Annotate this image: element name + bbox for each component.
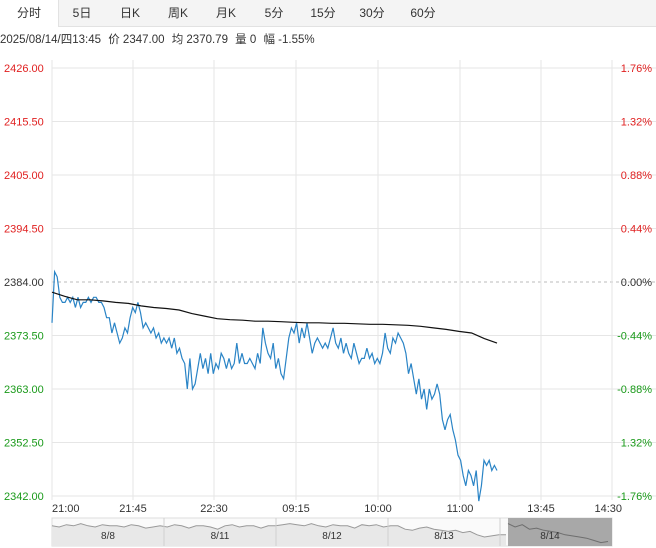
price-line — [51, 269, 498, 502]
navigator-day-label: 8/13 — [434, 531, 454, 542]
x-tick-label: 13:45 — [527, 503, 555, 515]
navigator-day-label: 8/11 — [211, 531, 230, 542]
x-tick-label: 11:00 — [447, 503, 474, 515]
pct-tick-label: -1.76% — [617, 491, 652, 503]
y-tick-label: 2352.50 — [4, 438, 44, 450]
pct-tick-label: 1.76% — [621, 63, 652, 75]
y-tick-label: 2394.50 — [4, 224, 44, 236]
quote-datetime: 2025/08/14/四13:45 — [0, 34, 102, 46]
quote-change: 幅 -1.55% — [263, 34, 315, 46]
navigator-line — [51, 523, 506, 538]
y-tick-label: 2342.00 — [4, 491, 44, 503]
navigator-day-label: 8/8 — [101, 531, 115, 542]
pct-tick-label: 0.44% — [621, 224, 652, 236]
navigator-selected-line — [507, 523, 609, 544]
x-tick-label: 21:00 — [52, 503, 80, 515]
navigator-day-label: 8/12 — [322, 531, 342, 542]
tab-4[interactable]: 月K — [215, 6, 236, 20]
quote-average: 均 2370.79 — [171, 34, 228, 46]
y-tick-label: 2405.00 — [4, 170, 44, 182]
tab-2[interactable]: 日K — [119, 6, 140, 20]
pct-tick-label: 0.88% — [621, 170, 652, 182]
pct-tick-label: 1.32% — [621, 117, 652, 129]
y-tick-label: 2426.00 — [4, 63, 44, 75]
tab-8[interactable]: 60分 — [410, 6, 436, 20]
tab-5[interactable]: 5分 — [264, 6, 284, 20]
x-tick-label: 22:30 — [200, 503, 228, 515]
y-tick-label: 2373.50 — [4, 331, 44, 343]
quote-info-bar: 2025/08/14/四13:45 价 2347.00 均 2370.79 量 … — [0, 31, 319, 49]
y-tick-label: 2363.00 — [4, 384, 44, 396]
pct-tick-label: -0.44% — [617, 331, 652, 343]
tab-7[interactable]: 30分 — [359, 6, 385, 20]
y-tick-label: 2415.50 — [4, 117, 44, 129]
x-tick-label: 09:15 — [282, 503, 310, 515]
quote-price: 价 2347.00 — [108, 34, 165, 46]
navigator-day-label: 8/14 — [540, 531, 560, 542]
average-price-line — [51, 291, 498, 344]
quote-volume: 量 0 — [235, 34, 257, 46]
navigator-area — [52, 523, 506, 546]
tab-1[interactable]: 5日 — [72, 6, 92, 20]
pct-tick-label: 0.00% — [621, 277, 652, 289]
tab-0[interactable]: 分时 — [0, 0, 59, 27]
pct-tick-label: 1.32% — [621, 438, 652, 450]
pct-tick-label: -0.88% — [617, 384, 652, 396]
navigator-selection — [508, 518, 612, 546]
x-tick-label: 14:30 — [594, 503, 622, 515]
tab-6[interactable]: 15分 — [310, 6, 336, 20]
period-tabs: 分时 5日 日K 周K 月K 5分 15分 30分 60分 — [0, 0, 656, 27]
y-tick-label: 2384.00 — [4, 277, 44, 289]
x-tick-label: 21:45 — [119, 503, 147, 515]
x-tick-label: 10:00 — [364, 503, 392, 515]
tab-3[interactable]: 周K — [167, 6, 188, 20]
